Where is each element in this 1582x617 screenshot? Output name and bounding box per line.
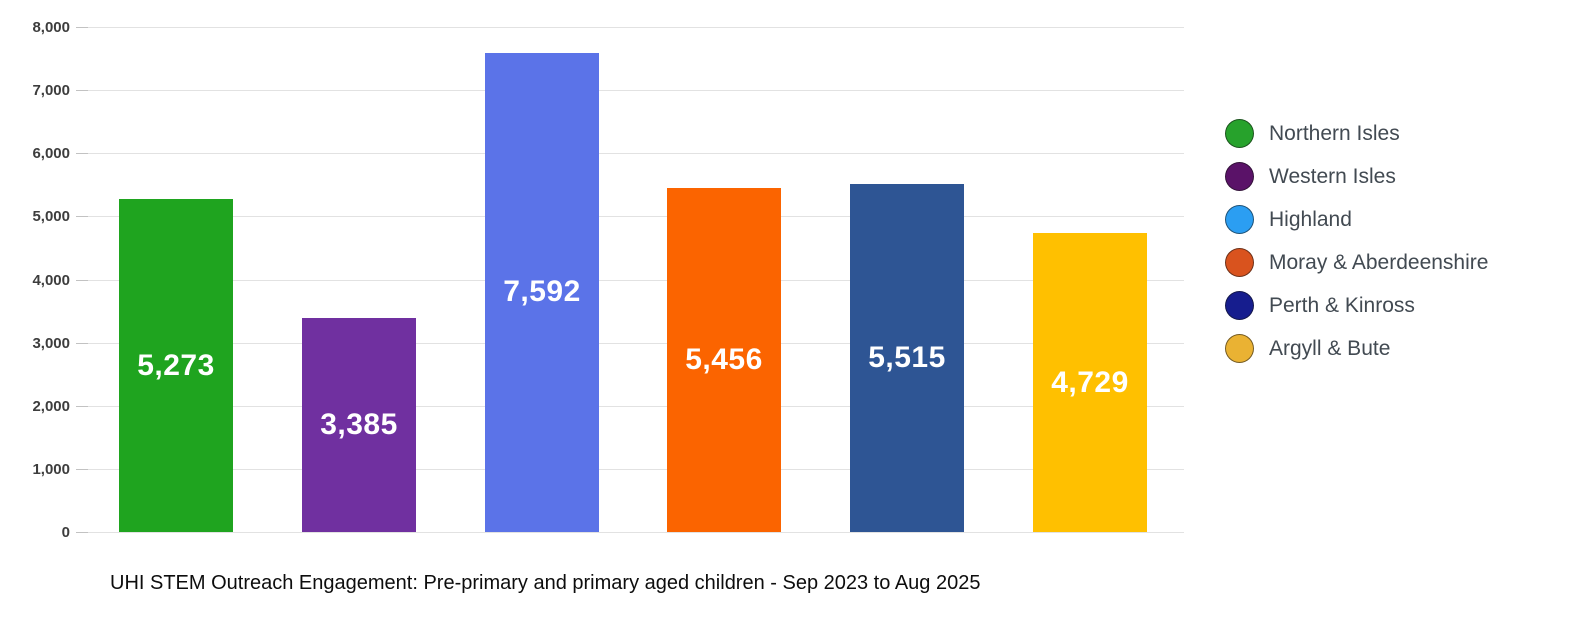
y-axis-tick [76, 468, 90, 470]
bar-value-label: 5,515 [868, 340, 946, 374]
y-axis-tick [76, 216, 90, 218]
y-axis-tick [76, 90, 90, 92]
gridline [88, 153, 1184, 155]
legend-label: Western Isles [1269, 164, 1396, 188]
y-axis-label: 1,000 [32, 460, 70, 478]
bar-moray-aberdeenshire[interactable]: 5,456 [667, 187, 781, 532]
gridline [88, 216, 1184, 218]
bar-northern-isles[interactable]: 5,273 [119, 199, 233, 532]
bar-argyll-bute[interactable]: 4,729 [1033, 233, 1147, 532]
legend-label: Argyll & Bute [1269, 336, 1391, 360]
y-axis-label: 6,000 [32, 145, 70, 163]
y-axis-label: 4,000 [32, 271, 70, 289]
y-axis-tick [76, 342, 90, 344]
chart-title: UHI STEM Outreach Engagement: Pre-primar… [110, 572, 981, 594]
gridline [88, 468, 1184, 470]
legend-label: Highland [1269, 207, 1352, 231]
y-axis-tick [76, 279, 90, 281]
y-axis-label: 8,000 [32, 19, 70, 36]
y-axis-label: 7,000 [32, 82, 70, 100]
y-axis-label: 2,000 [32, 397, 70, 415]
legend-swatch-argyll-bute [1225, 334, 1254, 363]
gridline [88, 279, 1184, 281]
bar-value-label: 5,456 [685, 342, 763, 376]
legend-item-argyll-bute[interactable]: Argyll & Bute [1225, 327, 1488, 370]
bar-value-label: 5,273 [137, 348, 215, 382]
legend-label: Moray & Aberdeenshire [1269, 250, 1489, 274]
legend-item-western-isles[interactable]: Western Isles [1225, 155, 1488, 198]
legend-swatch-moray-aberdeenshire [1225, 248, 1254, 277]
bar-value-label: 4,729 [1051, 365, 1129, 399]
gridline [88, 405, 1184, 407]
legend-swatch-highland [1225, 205, 1254, 234]
legend-item-northern-isles[interactable]: Northern Isles [1225, 112, 1488, 155]
y-axis-label: 5,000 [32, 208, 70, 226]
bar-value-label: 7,592 [503, 275, 581, 309]
y-axis-tick [76, 532, 90, 533]
bar-value-label: 3,385 [320, 408, 398, 442]
bar-western-isles[interactable]: 3,385 [302, 318, 416, 532]
legend-swatch-western-isles [1225, 162, 1254, 191]
y-axis-label: 0 [61, 524, 70, 541]
y-axis-tick [76, 27, 90, 28]
legend-item-moray-aberdeenshire[interactable]: Moray & Aberdeenshire [1225, 241, 1488, 284]
bar-highland[interactable]: 7,592 [485, 52, 599, 532]
y-axis-tick [76, 153, 90, 155]
legend: Northern Isles Western Isles Highland Moray… [1225, 112, 1488, 370]
gridline [88, 90, 1184, 92]
gridline [88, 27, 1184, 28]
legend-label: Northern Isles [1269, 121, 1400, 145]
gridline [88, 342, 1184, 344]
y-axis-tick [76, 405, 90, 407]
y-axis-label: 3,000 [32, 334, 70, 352]
gridline [88, 532, 1184, 533]
legend-item-highland[interactable]: Highland [1225, 198, 1488, 241]
bar-perth-kinross[interactable]: 5,515 [850, 183, 964, 532]
legend-item-perth-kinross[interactable]: Perth & Kinross [1225, 284, 1488, 327]
legend-swatch-perth-kinross [1225, 291, 1254, 320]
legend-label: Perth & Kinross [1269, 293, 1415, 317]
legend-swatch-northern-isles [1225, 119, 1254, 148]
